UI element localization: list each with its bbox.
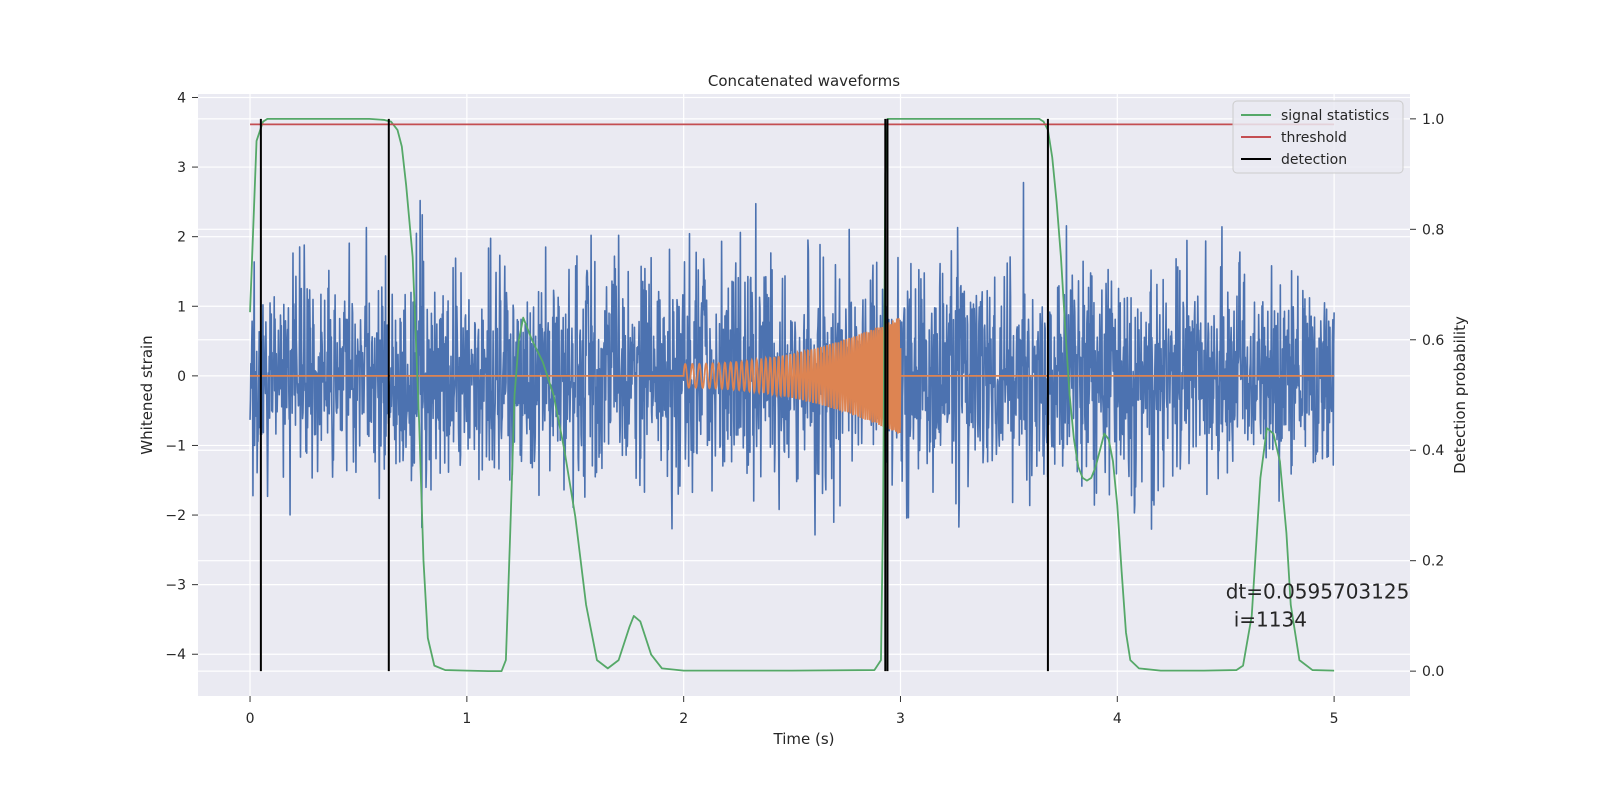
axes-layer: 0 1 2 3 4 5 −4 −3 −2 −1 0 1 2 3 4 0.0 0.2 0.4 0.6 0.8 1.0 — [165, 90, 1444, 727]
x-axis-label: Time (s) — [773, 730, 835, 748]
y-tick-label: −4 — [165, 647, 186, 663]
y2-tick-label: 0.0 — [1422, 664, 1444, 680]
x-tick-label: 1 — [462, 711, 471, 727]
y-tick-label: 4 — [177, 90, 186, 106]
x-tick-label: 5 — [1330, 711, 1339, 727]
y-tick-label: 0 — [177, 369, 186, 385]
legend-box — [1232, 100, 1404, 174]
y2-tick-label: 0.6 — [1422, 333, 1444, 349]
y-tick-label: 3 — [177, 160, 186, 176]
x-tick-label: 3 — [896, 711, 905, 727]
strain-series — [249, 181, 1335, 536]
template-series — [250, 318, 1335, 434]
chart-title: Concatenated waveforms — [708, 72, 900, 90]
signal-statistics-series — [249, 117, 1335, 673]
y-axis-label: Whitened strain — [138, 335, 156, 454]
x-tick-label: 0 — [246, 711, 255, 727]
y2-tick-label: 1.0 — [1422, 112, 1444, 128]
legend: signal statistics threshold detection — [1232, 100, 1404, 174]
legend-label-signal-statistics: signal statistics — [1281, 108, 1389, 124]
legend-label-detection: detection — [1281, 152, 1347, 168]
y2-tick-label: 0.4 — [1422, 443, 1444, 459]
x-tick-label: 4 — [1113, 711, 1122, 727]
y2-axis-label: Detection probability — [1451, 316, 1469, 474]
y-tick-label: −3 — [165, 578, 186, 594]
annotation-index: i=1134 — [1234, 608, 1307, 632]
y-tick-label: 1 — [177, 299, 186, 315]
y-tick-label: −1 — [165, 438, 186, 454]
legend-label-threshold: threshold — [1281, 130, 1347, 146]
y2-tick-label: 0.2 — [1422, 554, 1444, 570]
y-tick-label: 2 — [177, 230, 186, 246]
series-layer — [249, 117, 1335, 673]
annotation-dt: dt=0.0595703125 — [1226, 580, 1410, 604]
y2-tick-label: 0.8 — [1422, 222, 1444, 238]
x-tick-label: 2 — [679, 711, 688, 727]
y-tick-label: −2 — [165, 508, 186, 524]
